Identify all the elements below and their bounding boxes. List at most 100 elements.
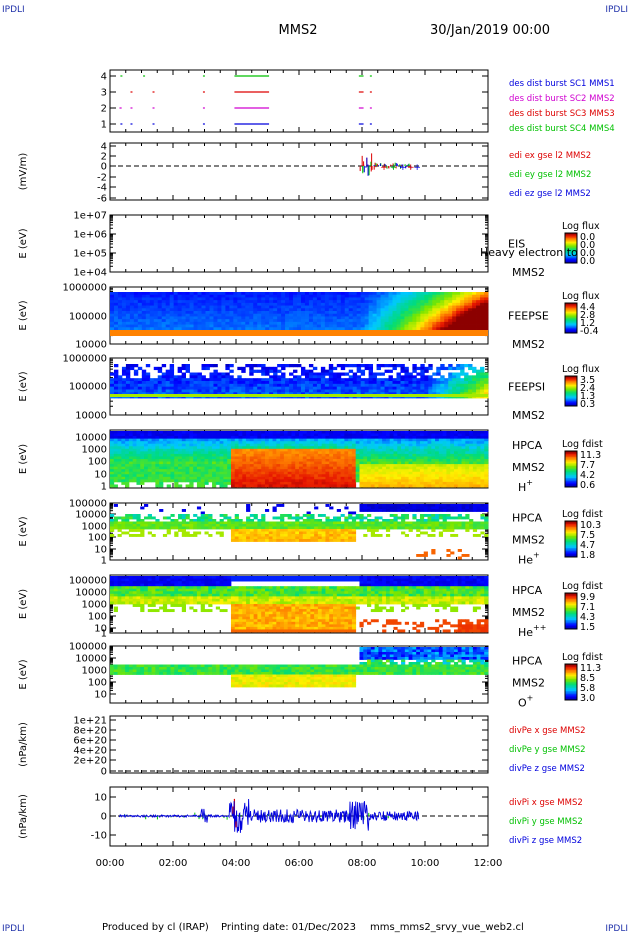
spectrogram-cell <box>162 443 168 447</box>
spectrogram-cell <box>420 321 425 325</box>
spectrogram-cell <box>215 471 221 475</box>
spectrogram-cell <box>351 469 357 473</box>
spectrogram-cell <box>355 459 360 462</box>
y-tick-label: 3 <box>101 88 107 99</box>
spectrogram-cell <box>285 324 290 328</box>
spectrogram-cell <box>289 386 294 390</box>
spectrogram-cell <box>355 471 360 475</box>
spectrogram-cell <box>435 448 440 452</box>
spectrogram-cell <box>308 383 314 388</box>
spectrogram-cell <box>249 389 254 393</box>
spectrogram-cell <box>249 308 254 312</box>
spectrogram-cell <box>316 389 322 393</box>
spectrogram-cell <box>223 441 228 445</box>
spectrogram-cell <box>219 469 224 473</box>
spectrogram-cell <box>356 327 362 331</box>
spectrogram-cell <box>133 321 139 325</box>
spectrogram-cell <box>450 446 455 450</box>
spectrogram-cell <box>137 392 143 396</box>
spectrogram-cell <box>328 294 334 298</box>
spectrogram-cell <box>389 479 394 483</box>
spectrogram-cell <box>269 324 274 328</box>
spectrogram-cell <box>265 389 270 393</box>
spectrogram-cell <box>312 294 318 298</box>
spectrogram-cell <box>151 453 156 457</box>
spectrogram-cell <box>153 302 159 306</box>
spectrogram-cell <box>412 451 417 455</box>
spectrogram-cell <box>300 383 306 388</box>
spectrogram-cell <box>185 443 190 447</box>
spectrogram-cell <box>177 319 183 323</box>
spectrogram-cell <box>233 311 238 315</box>
spectrogram-cell <box>312 327 318 331</box>
spectrogram-cell <box>468 383 473 388</box>
spectrogram-cell <box>432 383 437 388</box>
colorbar-cell <box>565 305 577 308</box>
y-tick-label: 1e+07 <box>73 211 107 222</box>
spectrogram-cell <box>446 474 451 478</box>
spectrogram-cell <box>380 392 385 396</box>
spectrogram-cell <box>396 305 401 309</box>
spectrogram-cell <box>316 386 322 390</box>
corner-label-bottom-right: IPDLI <box>605 924 628 934</box>
spectrogram-cell <box>384 389 389 393</box>
spectrogram-cell <box>360 321 366 325</box>
spectrogram-cell <box>189 324 194 328</box>
spectrogram-cell <box>283 446 289 450</box>
spectrogram-cell <box>147 469 152 473</box>
spectrogram-cell <box>227 481 232 485</box>
spectrogram-cell <box>253 471 258 475</box>
spectrogram-cell <box>140 451 145 455</box>
spectrogram-cell <box>110 392 115 396</box>
spectrogram-cell <box>205 308 210 312</box>
spectrogram-cell <box>344 300 350 304</box>
spectrogram-cell <box>382 436 387 440</box>
spectrogram-cell <box>359 443 364 447</box>
spectrogram-cell <box>170 459 175 462</box>
spectrogram-cell <box>363 461 368 465</box>
spectrogram-cell <box>128 474 134 478</box>
spectrogram-cell <box>316 324 322 328</box>
spectrogram-cell <box>197 294 202 298</box>
spectrogram-cell <box>340 479 345 483</box>
spectrogram-cell <box>125 451 130 455</box>
spectrogram-cell <box>181 443 186 447</box>
spectrogram-cell <box>221 375 226 379</box>
spectrogram-cell <box>385 459 391 462</box>
colorbar-cell <box>565 249 577 251</box>
spectrogram-cell <box>234 443 239 447</box>
spectrogram-cell <box>173 316 179 320</box>
spectrogram-cell <box>408 453 413 457</box>
spectrogram-cell <box>201 378 206 382</box>
spectrogram-cell <box>302 431 307 434</box>
spectrogram-cell <box>178 466 183 470</box>
spectrogram-cell <box>273 324 278 328</box>
spectrogram-cell <box>456 297 461 301</box>
spectrogram-cell <box>276 443 281 447</box>
spectrogram-cell <box>348 476 353 480</box>
spectrogram-cell <box>185 392 190 396</box>
spectrogram-cell <box>227 441 232 445</box>
spectrogram-cell <box>389 476 394 480</box>
spectrogram-cell <box>225 372 230 376</box>
spectrogram-cell <box>388 381 393 385</box>
spectrogram-cell <box>385 443 391 447</box>
spectrogram-cell <box>348 466 353 470</box>
spectrogram-cell <box>448 364 453 368</box>
spectrogram-cell <box>363 448 368 452</box>
spectrogram-cell <box>393 433 398 437</box>
spectrogram-cell <box>359 474 364 478</box>
spectrogram-cell <box>412 381 417 385</box>
spectrogram-cell <box>280 479 285 483</box>
spectrogram-cell <box>385 441 391 445</box>
spectrogram-cell <box>140 464 145 468</box>
spectrogram-cell <box>133 297 139 301</box>
spectrogram-cell <box>416 464 421 468</box>
spectrogram-cell <box>285 294 290 298</box>
spectrogram-cell <box>420 381 425 385</box>
spectrogram-cell <box>249 305 254 309</box>
spectrogram-cell <box>173 319 179 323</box>
spectrogram-cell <box>166 476 171 480</box>
spectrogram-cell <box>424 297 429 301</box>
spectrogram-cell <box>464 364 469 368</box>
